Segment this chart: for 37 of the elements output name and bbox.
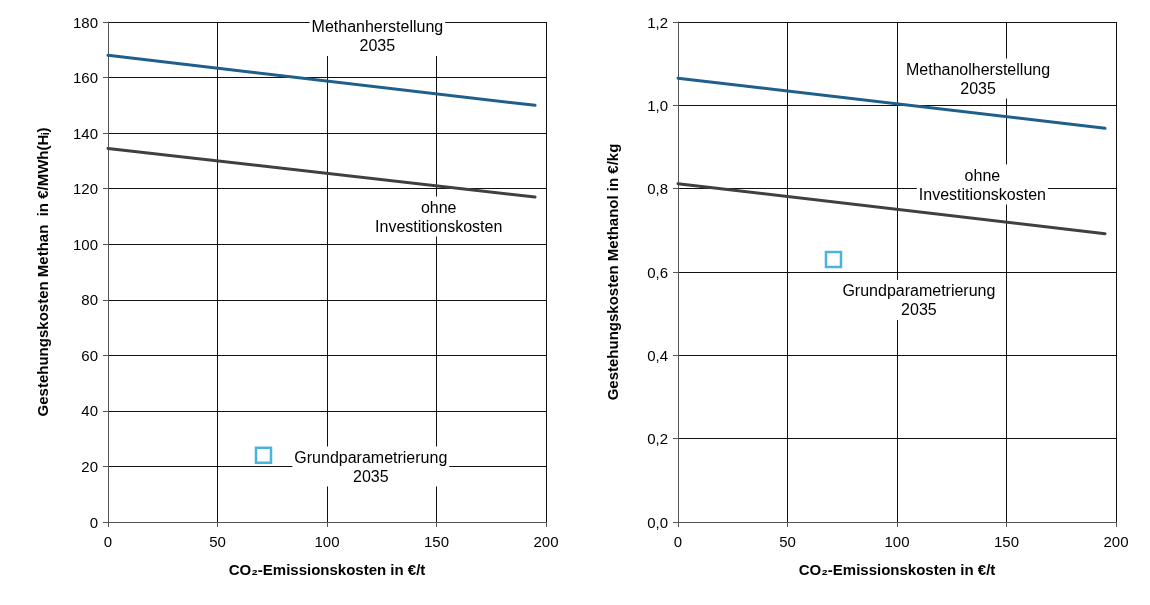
annotation: Grundparametrierung 2035 [294,448,448,485]
y-tick-label: 140 [72,124,98,142]
x-tick-label: 0 [103,533,113,550]
y-axis-title: Gestehungskosten Methan in €/MWh(Hᵢ) [34,127,51,417]
y-tick-label: 80 [81,291,98,309]
x-axis-title: CO₂-Emissionskosten in €/t [798,561,996,578]
x-tick-label: 200 [533,533,559,550]
y-tick-label: 0,8 [647,180,668,198]
x-tick-label: 50 [779,533,796,550]
y-tick-label: 180 [72,13,98,31]
y-tick-label: 20 [81,457,98,475]
x-tick-label: 100 [314,533,340,550]
x-axis-title: CO₂-Emissionskosten in €/t [228,561,426,578]
y-tick-label: 0,0 [647,513,668,531]
y-tick-label: 100 [72,235,98,253]
x-tick-label: 100 [884,533,910,550]
y-tick-label: 0,4 [647,346,668,364]
y-tick-label: 60 [81,346,98,364]
y-tick-label: 160 [72,69,98,87]
annotation: Methanolherstellung 2035 [905,60,1051,97]
y-tick-label: 0,6 [647,263,668,281]
y-tick-label: 1,2 [647,13,668,31]
y-tick-label: 40 [81,402,98,420]
annotation: Methanherstellung 2035 [311,18,444,54]
annotation: Grundparametrierung 2035 [842,282,996,318]
y-axis-title: Gestehungskosten Methanol in €/kg [604,143,621,401]
x-tick-label: 0 [673,533,683,550]
annotation: ohne Investitionskosten [375,198,503,235]
annotation: ohne Investitionskosten [918,166,1046,203]
y-tick-label: 0 [89,513,98,531]
x-tick-label: 150 [993,533,1020,550]
x-tick-label: 150 [423,533,450,550]
x-tick-label: 200 [1103,533,1129,550]
y-tick-label: 120 [72,180,98,198]
y-tick-label: 1,0 [647,96,668,114]
y-tick-label: 0,2 [647,430,668,448]
x-tick-label: 50 [209,533,226,550]
